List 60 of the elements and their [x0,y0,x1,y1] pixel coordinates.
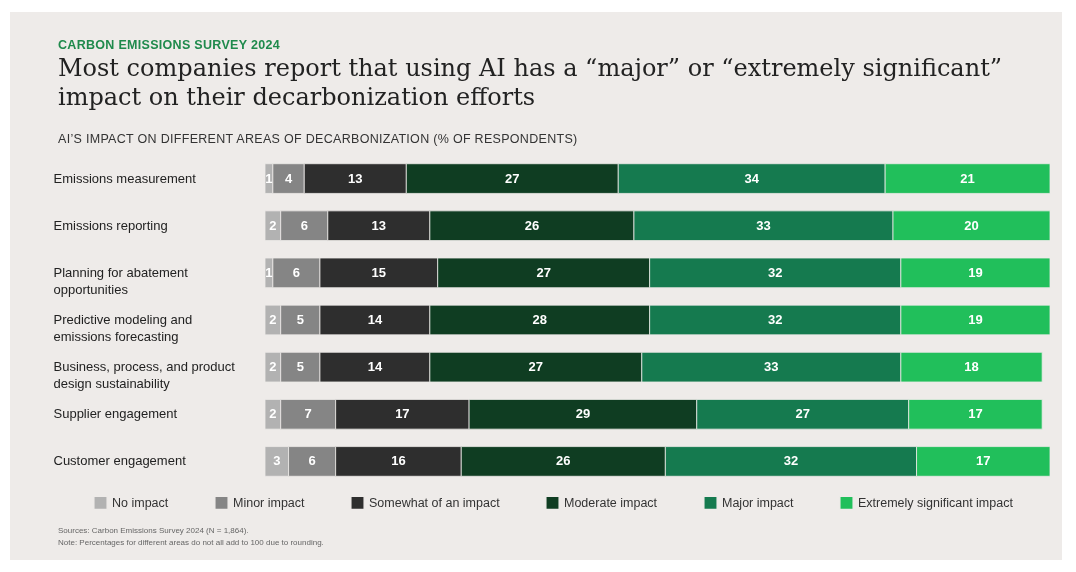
chart-title: Most companies report that using AI has a “major” or “extremely significant” impact on their decarbonization efforts [58,54,1004,112]
data-label: 4 [284,170,293,186]
data-label: 27 [536,264,551,280]
data-label: 17 [395,406,410,422]
y-tick-label: Supplier engagement [53,406,178,422]
data-label: 14 [367,359,383,375]
data-label: 5 [296,359,304,375]
data-label: 7 [304,406,312,422]
y-tick-label: Predictive modeling and emissions forecasting [53,312,193,344]
legend-label: Somewhat of an impact [369,495,501,510]
y-tick-label: Planning for abatement opportunities [53,264,189,297]
data-label: 34 [744,170,760,186]
data-label: 17 [968,406,983,422]
text: AI’S IMPACT ON DIFFERENT AREAS OF DECARBONIZATION (% OF RESPONDENTS) [58,132,578,146]
data-label: 32 [768,312,783,327]
data-label: 32 [768,264,783,280]
data-label: 28 [532,312,547,327]
data-label: 2 [269,217,277,233]
data-label: 26 [556,453,571,469]
data-label: 27 [528,359,544,375]
data-label: 20 [964,217,979,233]
legend-label: Major impact [722,495,795,510]
data-label: 16 [391,453,406,469]
data-label: 6 [300,217,308,233]
data-label: 6 [308,453,316,469]
data-label: 17 [976,453,991,469]
y-tick-label: Emissions measurement [53,170,197,186]
legend-label: Minor impact [233,495,306,510]
text: Note: Percentages for different areas do not all add to 100 due to rounding. [58,537,324,549]
data-label: 13 [348,170,363,186]
data-label: 13 [371,217,387,233]
source-note: Sources: Carbon Emissions Survey 2024 (N = 1,864). [58,525,250,537]
data-label: 19 [968,264,983,280]
data-label: 33 [764,359,779,375]
legend-label: No impact [112,495,169,510]
data-label: 1 [265,170,273,186]
data-label: 1 [265,264,273,280]
data-label: 33 [756,217,771,233]
data-label: 5 [296,312,304,327]
data-label: 3 [273,453,281,469]
data-label: 2 [269,359,277,375]
data-label: 15 [371,264,387,280]
y-tick-label: Business, process, and product design sustainability [53,359,236,392]
y-tick-label: Customer engagement [53,453,187,469]
legend-label: Extremely significant impact [858,495,1014,510]
data-label: 19 [968,312,983,327]
data-label: 21 [960,170,975,186]
data-label: 27 [505,170,520,186]
y-tick-label: Emissions reporting [53,217,168,233]
data-label: 6 [292,264,301,280]
data-label: 2 [269,406,277,422]
data-label: 14 [367,312,383,327]
chart-subtitle: CARBON EMISSIONS SURVEY 2024 [58,38,280,52]
data-label: 2 [269,312,277,327]
data-label: 26 [524,217,540,233]
data-label: 29 [575,406,591,422]
legend-label: Moderate impact [564,495,658,510]
data-label: 18 [964,359,979,375]
data-label: 27 [795,406,810,422]
data-label: 32 [783,453,799,469]
